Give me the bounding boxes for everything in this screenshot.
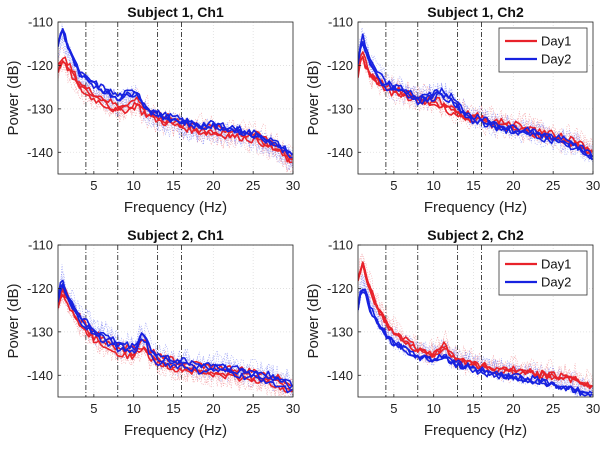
- trial-line-day2: [358, 31, 593, 162]
- x-tick-label: 5: [390, 178, 397, 193]
- subplot-4: 5 10 15 20 25 30 -110 -120 -130 -140 Subject 2, Ch…: [305, 227, 600, 439]
- x-tick-label: 15: [166, 178, 180, 193]
- y-axis-label: Power (dB): [5, 60, 22, 135]
- series-line-day1: [58, 288, 293, 392]
- subplot-title: Subject 1, Ch1: [127, 4, 224, 20]
- y-tick-label: -140: [327, 145, 353, 160]
- legend-box: [498, 27, 588, 73]
- x-tick-label: 10: [126, 401, 140, 416]
- y-axis-label: Power (dB): [305, 60, 322, 135]
- x-tick-label: 15: [466, 401, 480, 416]
- x-tick-label: 5: [90, 401, 97, 416]
- x-tick-label: 30: [586, 178, 600, 193]
- y-tick-label: -120: [327, 281, 353, 296]
- y-tick-label: -120: [27, 58, 53, 73]
- plot-lines: [58, 23, 293, 173]
- series-line-day2: [358, 291, 592, 397]
- trial-line-day2: [58, 270, 293, 388]
- y-tick-label: -130: [27, 324, 53, 339]
- trial-line-day1: [58, 291, 293, 397]
- trial-line-day1: [358, 253, 593, 393]
- subplot-title: Subject 1, Ch2: [427, 4, 524, 20]
- series-line-day2: [358, 33, 593, 158]
- x-tick-label: 30: [586, 401, 600, 416]
- series-line-day1: [58, 294, 293, 393]
- x-tick-label: 30: [286, 178, 300, 193]
- series-line-day2: [58, 284, 293, 394]
- y-axis-label: Power (dB): [5, 283, 22, 358]
- x-tick-label: 25: [546, 178, 560, 193]
- trial-line-day1: [358, 48, 593, 152]
- x-tick-label: 25: [246, 178, 260, 193]
- x-tick-label: 10: [426, 401, 440, 416]
- x-tick-label: 30: [286, 401, 300, 416]
- axes-box: [57, 21, 294, 175]
- legend-label-day1: Day1: [541, 257, 571, 272]
- y-tick-label: -140: [27, 145, 53, 160]
- y-tick-label: -120: [27, 281, 53, 296]
- y-tick-label: -110: [328, 15, 353, 30]
- x-axis-label: Frequency (Hz): [124, 422, 227, 439]
- trial-line-day2: [358, 273, 592, 397]
- y-tick-label: -110: [328, 238, 353, 253]
- subplot-2: 5 10 15 20 25 30 -110 -120 -130 -140 Subject 1, Ch…: [305, 4, 600, 216]
- trial-line-day2: [358, 40, 593, 166]
- y-tick-label: -130: [327, 324, 353, 339]
- x-tick-label: 5: [390, 401, 397, 416]
- axes-box: [357, 244, 594, 398]
- subplot-3: 5 10 15 20 25 30 -110 -120 -130 -140 Subject 2, Ch…: [5, 227, 300, 439]
- series-line-day2: [358, 288, 593, 397]
- trial-line-day2: [358, 275, 593, 397]
- y-tick-label: -130: [327, 101, 353, 116]
- trial-line-day1: [58, 61, 293, 169]
- x-tick-label: 25: [246, 401, 260, 416]
- legend-label-day2: Day2: [541, 275, 571, 290]
- trial-line-day1: [358, 36, 593, 158]
- x-axis-label: Frequency (Hz): [424, 422, 527, 439]
- subplot-title: Subject 2, Ch2: [427, 227, 524, 243]
- x-tick-label: 20: [506, 178, 520, 193]
- x-axis-label: Frequency (Hz): [124, 199, 227, 216]
- series-line-day2: [58, 27, 293, 159]
- x-tick-label: 5: [90, 178, 97, 193]
- trial-line-day1: [58, 292, 293, 397]
- legend: Day1 Day2: [498, 250, 588, 296]
- y-tick-label: -140: [27, 368, 53, 383]
- x-tick-label: 10: [126, 178, 140, 193]
- y-tick-label: -140: [327, 368, 353, 383]
- y-tick-label: -110: [28, 15, 53, 30]
- subplot-1: 5 10 15 20 25 30 -110 -120 -130 -140 Subject 1, Ch…: [5, 4, 300, 216]
- y-tick-label: -120: [327, 58, 353, 73]
- trial-line-day2: [58, 274, 293, 397]
- trial-line-day1: [358, 257, 593, 394]
- subplot-title: Subject 2, Ch1: [127, 227, 224, 243]
- plot-lines: [358, 253, 593, 397]
- x-tick-label: 15: [466, 178, 480, 193]
- legend-label-day2: Day2: [541, 52, 571, 67]
- legend-box: [498, 250, 588, 296]
- series-line-day2: [58, 28, 293, 156]
- legend-label-day1: Day1: [541, 34, 571, 49]
- axes-box: [357, 21, 594, 175]
- series-line-day1: [358, 261, 593, 390]
- series-line-day1: [58, 60, 293, 163]
- y-tick-label: -110: [28, 238, 53, 253]
- axes-box: [57, 244, 294, 398]
- y-axis-label: Power (dB): [305, 283, 322, 358]
- x-tick-label: 20: [506, 401, 520, 416]
- plot-lines: [58, 264, 293, 397]
- x-axis-label: Frequency (Hz): [424, 199, 527, 216]
- x-tick-label: 20: [206, 178, 220, 193]
- plot-lines: [358, 27, 593, 166]
- x-tick-label: 25: [546, 401, 560, 416]
- x-tick-label: 15: [166, 401, 180, 416]
- x-tick-label: 20: [206, 401, 220, 416]
- legend: Day1 Day2: [498, 27, 588, 73]
- y-tick-label: -130: [27, 101, 53, 116]
- x-tick-label: 10: [426, 178, 440, 193]
